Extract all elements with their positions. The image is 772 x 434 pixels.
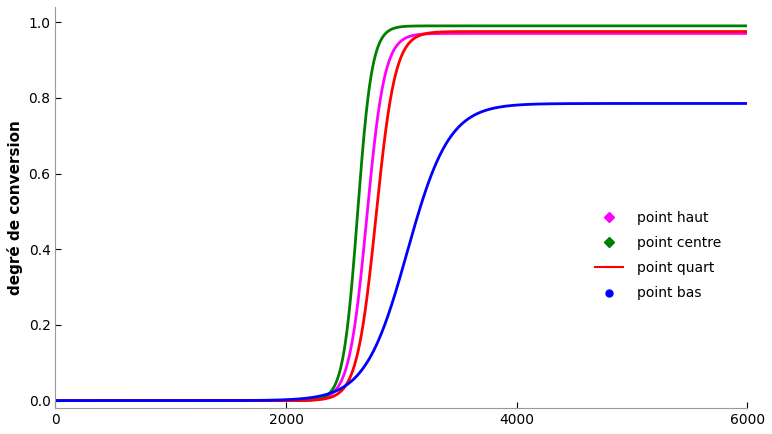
Line: point quart: point quart	[56, 32, 747, 401]
point quart	[655, 29, 664, 34]
Y-axis label: degré de conversion: degré de conversion	[7, 120, 23, 295]
point bas	[171, 398, 180, 403]
point bas	[130, 398, 139, 403]
point centre	[346, 293, 355, 299]
point quart	[730, 29, 739, 34]
point quart	[743, 29, 752, 34]
point centre	[171, 398, 180, 403]
point haut	[655, 31, 664, 36]
point quart	[346, 373, 355, 378]
point bas	[317, 393, 326, 398]
point haut	[689, 31, 698, 36]
point centre	[51, 398, 60, 403]
point haut	[743, 31, 752, 36]
point quart	[130, 398, 139, 403]
Line: point bas: point bas	[56, 103, 747, 401]
Line: point haut: point haut	[56, 33, 747, 401]
point centre	[730, 23, 739, 29]
Line: point centre: point centre	[56, 26, 747, 401]
point bas	[346, 379, 355, 385]
point bas	[730, 101, 739, 106]
point centre	[618, 23, 628, 29]
point bas	[655, 101, 664, 106]
point haut	[51, 398, 60, 403]
point quart	[725, 29, 734, 34]
point haut	[130, 398, 139, 403]
point haut	[346, 346, 355, 352]
point haut	[317, 396, 326, 401]
Legend: point haut, point centre, point quart, point bas: point haut, point centre, point quart, p…	[590, 205, 726, 306]
point centre	[130, 398, 139, 403]
point quart	[317, 397, 326, 402]
point haut	[171, 398, 180, 403]
point centre	[743, 23, 752, 29]
point bas	[743, 101, 752, 106]
point centre	[317, 396, 326, 401]
point bas	[51, 398, 60, 403]
point quart	[51, 398, 60, 403]
point centre	[655, 23, 664, 29]
point quart	[171, 398, 180, 403]
point haut	[730, 31, 739, 36]
